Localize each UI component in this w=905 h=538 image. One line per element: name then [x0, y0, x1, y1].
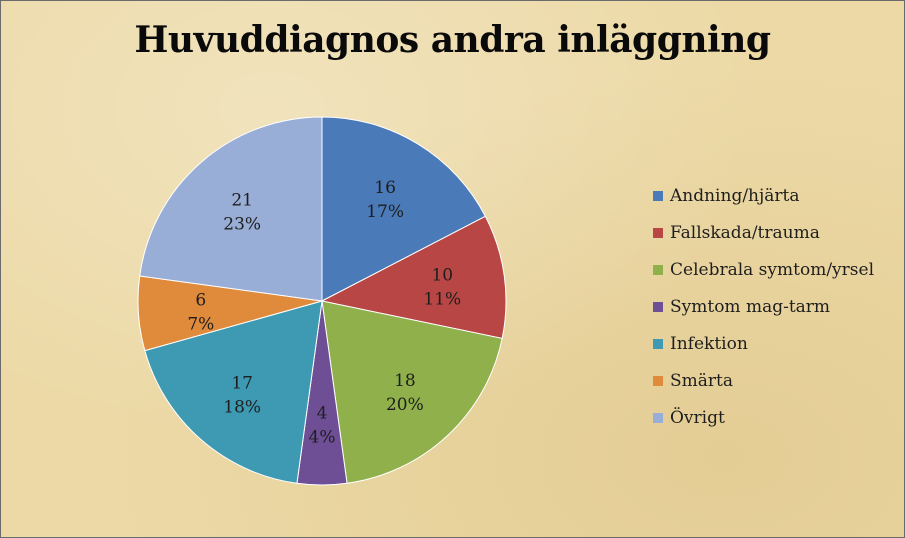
- slice-value-label: 17: [231, 374, 253, 394]
- legend-label: Celebrala symtom/yrsel: [670, 259, 874, 280]
- slice-value-label: 4: [317, 403, 328, 423]
- pie-slice-6: [139, 116, 323, 302]
- legend-item: Symtom mag-tarm: [653, 288, 874, 325]
- pie-slice-1: [320, 215, 507, 340]
- slice-percent-label: 18%: [223, 398, 261, 418]
- slice-value-label: 18: [394, 371, 416, 391]
- legend-item: Infektion: [653, 325, 874, 362]
- slice-value-label: 10: [431, 265, 453, 285]
- legend-item: Celebrala symtom/yrsel: [653, 251, 874, 288]
- legend-label: Övrigt: [670, 407, 725, 428]
- slice-percent-label: 7%: [187, 314, 214, 334]
- legend-swatch: [653, 338, 663, 349]
- legend-item: Övrigt: [653, 399, 874, 436]
- legend-item: Smärta: [653, 362, 874, 399]
- legend-swatch: [653, 227, 663, 238]
- slice-percent-label: 20%: [386, 395, 424, 415]
- slice-percent-label: 23%: [223, 214, 261, 234]
- legend-item: Andning/hjärta: [653, 177, 874, 214]
- slice-percent-label: 11%: [423, 289, 461, 309]
- legend-swatch: [653, 264, 663, 275]
- legend-label: Symtom mag-tarm: [670, 296, 831, 317]
- legend-item: Fallskada/trauma: [653, 214, 874, 251]
- legend-label: Andning/hjärta: [670, 185, 800, 206]
- slice-percent-label: 4%: [309, 427, 336, 447]
- legend-swatch: [653, 412, 663, 423]
- slice-percent-label: 17%: [366, 202, 404, 222]
- slice-value-label: 21: [231, 190, 253, 210]
- slice-value-label: 16: [374, 178, 396, 198]
- legend-label: Fallskada/trauma: [670, 222, 820, 243]
- pie-slice-0: [321, 116, 487, 302]
- legend-swatch: [653, 375, 663, 386]
- legend-swatch: [653, 301, 663, 312]
- legend-label: Infektion: [670, 333, 748, 354]
- legend-label: Smärta: [670, 370, 733, 391]
- pie-slice-2: [321, 300, 503, 484]
- legend: Andning/hjärta Fallskada/trauma Celebrala …: [653, 177, 874, 436]
- slice-value-label: 6: [195, 290, 206, 310]
- legend-swatch: [653, 190, 663, 201]
- pie-slice-4: [144, 300, 323, 484]
- chart-title: Huvuddiagnos andra inläggning: [134, 19, 771, 61]
